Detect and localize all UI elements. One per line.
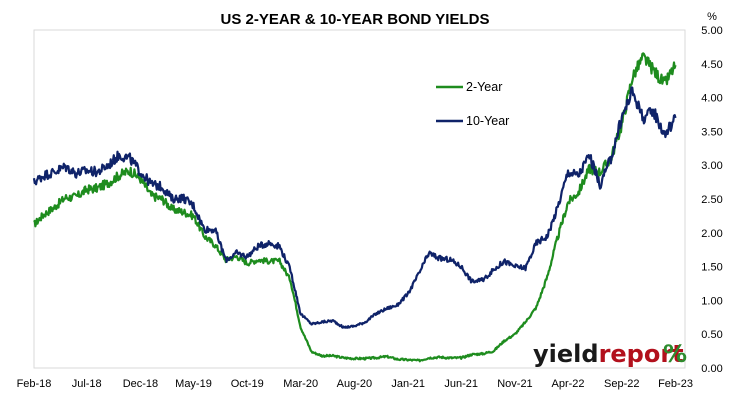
y-tick-label: 3.50 [701, 126, 722, 138]
series-line-10-year [32, 86, 677, 329]
yieldreport-logo: yieldreport % [533, 340, 687, 368]
y-tick-label: 2.50 [701, 194, 722, 206]
y-axis: 0.00 0.50 1.00 1.50 2.00 2.50 3.00 3.50 4.00 4.50… [701, 25, 722, 375]
x-tick-label: Jan-21 [391, 378, 425, 390]
legend-label-2-year: 2-Year [466, 80, 502, 94]
logo-yield-text: yield [533, 340, 599, 368]
y-tick-label: 4.50 [701, 59, 722, 71]
y-axis-unit-label: % [707, 11, 717, 23]
x-tick-label: Jun-21 [444, 378, 478, 390]
x-tick-label: Jul-18 [72, 378, 102, 390]
x-tick-label: Feb-23 [658, 378, 693, 390]
chart-title: US 2-YEAR & 10-YEAR BOND YIELDS [221, 11, 490, 28]
x-tick-label: Nov-21 [497, 378, 532, 390]
plot-area-border [33, 29, 686, 369]
x-axis: Feb-18 Jul-18 Dec-18 May-19 Oct-19 Mar-20 Aug-… [17, 378, 693, 390]
legend-label-10-year: 10-Year [466, 114, 509, 128]
logo-report-text: report [599, 340, 684, 368]
y-tick-label: 1.00 [701, 295, 722, 307]
y-tick-label: 2.00 [701, 228, 722, 240]
logo-percent-icon: % [663, 340, 687, 368]
x-tick-label: Mar-20 [283, 378, 318, 390]
y-tick-label: 0.50 [701, 329, 722, 341]
x-tick-label: Oct-19 [231, 378, 264, 390]
x-tick-label: Dec-18 [123, 378, 158, 390]
x-tick-label: Aug-20 [337, 378, 372, 390]
x-tick-label: Sep-22 [604, 378, 639, 390]
y-tick-label: 0.00 [701, 363, 722, 375]
legend: 2-Year 10-Year [436, 80, 509, 128]
y-tick-label: 1.50 [701, 262, 722, 274]
y-tick-label: 3.00 [701, 160, 722, 172]
series-layer [32, 52, 677, 363]
svg-text:yieldreport: yieldreport [533, 340, 684, 368]
y-tick-label: 4.00 [701, 93, 722, 105]
x-tick-label: Apr-22 [551, 378, 584, 390]
x-tick-label: May-19 [175, 378, 212, 390]
x-tick-label: Feb-18 [17, 378, 52, 390]
y-tick-label: 5.00 [701, 25, 722, 37]
series-line-2-year [33, 52, 677, 363]
